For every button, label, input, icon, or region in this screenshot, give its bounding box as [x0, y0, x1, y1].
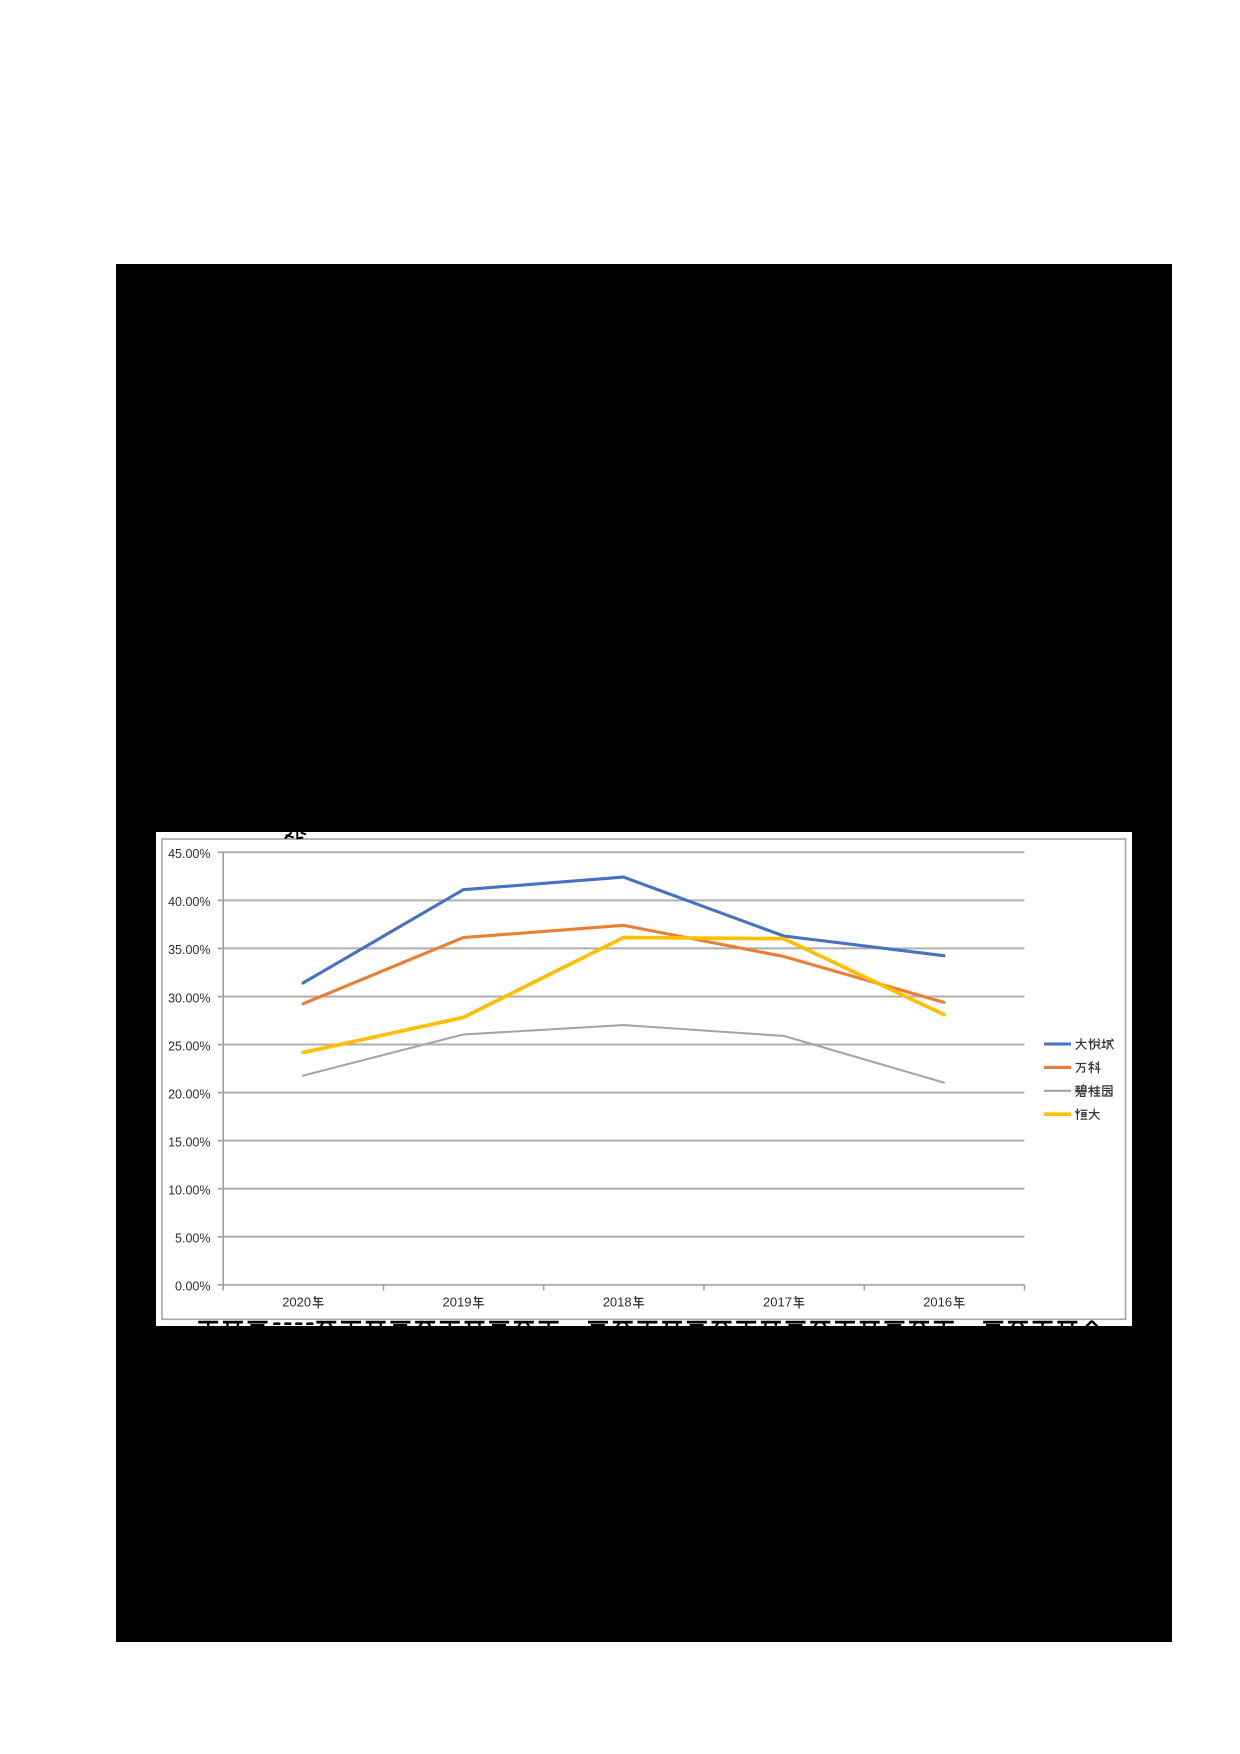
svg-text:25.00%: 25.00% [168, 1039, 210, 1053]
svg-text:20.00%: 20.00% [168, 1087, 210, 1101]
svg-text:2020: 2020 [282, 1294, 311, 1309]
svg-text:40.00%: 40.00% [168, 895, 210, 909]
svg-text:2016: 2016 [923, 1294, 952, 1309]
svg-text:2018: 2018 [603, 1294, 632, 1309]
svg-text:0.00%: 0.00% [175, 1280, 210, 1294]
svg-text:15.00%: 15.00% [168, 1135, 210, 1149]
svg-text:5.00%: 5.00% [175, 1232, 210, 1246]
svg-text:2019: 2019 [443, 1294, 472, 1309]
svg-text:30.00%: 30.00% [168, 991, 210, 1005]
svg-text:2017: 2017 [763, 1294, 792, 1309]
svg-text:45.00%: 45.00% [168, 847, 210, 861]
svg-text:10.00%: 10.00% [168, 1184, 210, 1198]
svg-text:35.00%: 35.00% [168, 943, 210, 957]
